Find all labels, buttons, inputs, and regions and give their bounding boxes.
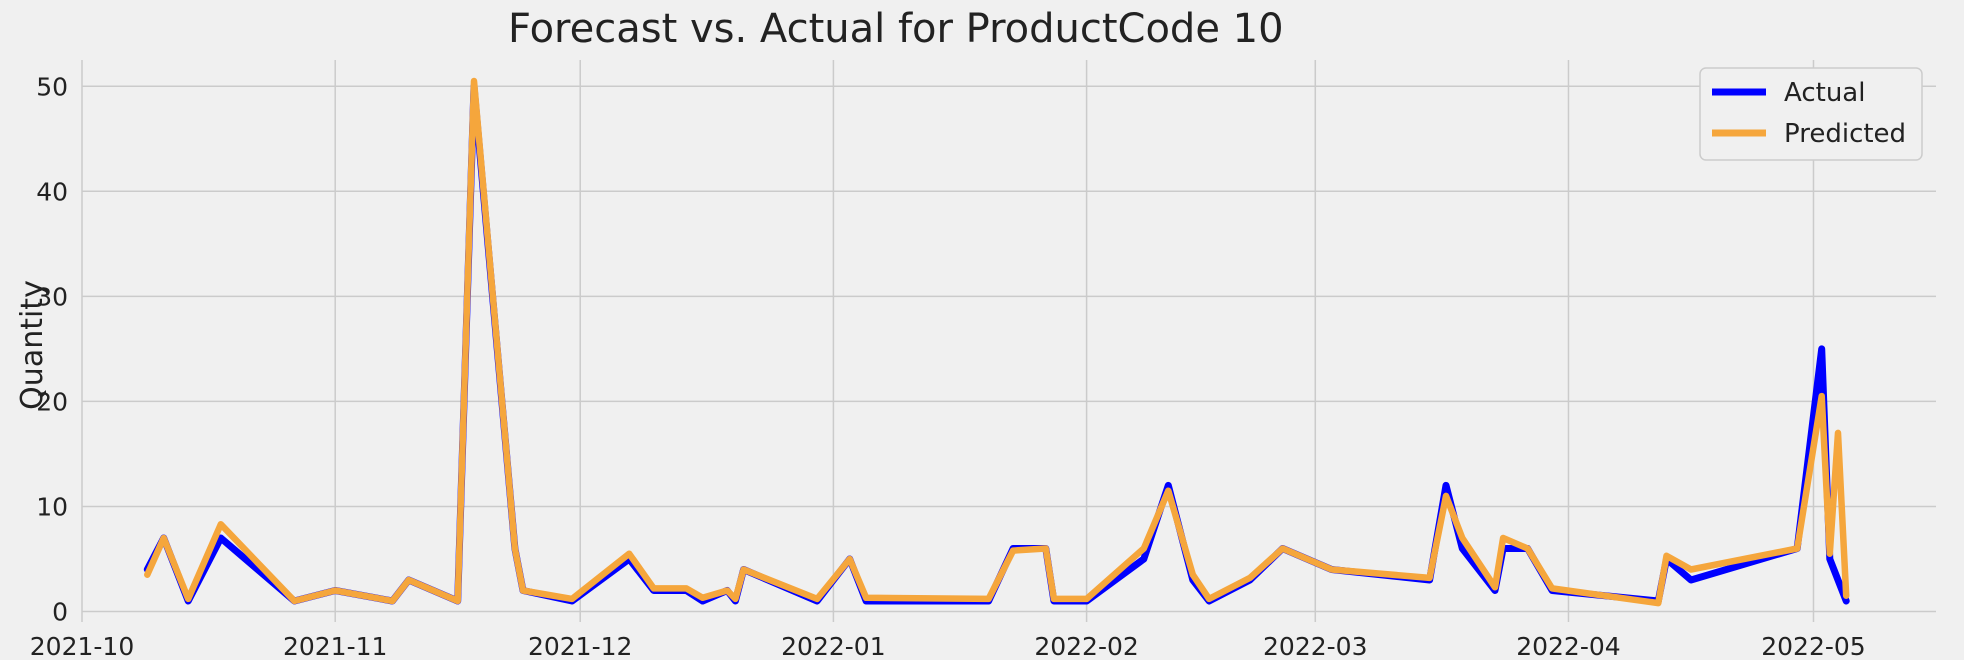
legend-label-actual: Actual xyxy=(1784,78,1865,108)
x-tick-label: 2021-11 xyxy=(283,632,387,660)
legend: Actual Predicted xyxy=(1699,67,1923,161)
x-axis-ticks: 2021-10 2021-11 2021-12 2022-01 2022-02 2022-… xyxy=(30,632,1866,660)
y-tick-label: 30 xyxy=(36,282,68,311)
x-tick-label: 2022-04 xyxy=(1516,632,1620,660)
x-tick-label: 2022-03 xyxy=(1263,632,1367,660)
series-line-predicted xyxy=(144,77,1850,607)
x-tick-label: 2022-01 xyxy=(781,632,885,660)
y-tick-label: 40 xyxy=(36,177,68,206)
grid xyxy=(81,60,1936,622)
x-tick-label: 2021-12 xyxy=(528,632,632,660)
series-lines xyxy=(143,77,1850,607)
legend-label-predicted: Predicted xyxy=(1784,119,1906,149)
y-axis-ticks: 0 10 20 30 40 50 xyxy=(36,72,68,626)
y-tick-label: 10 xyxy=(36,492,68,521)
y-axis-label: Quantity xyxy=(15,280,50,410)
x-tick-label: 2021-10 xyxy=(30,632,134,660)
y-tick-label: 0 xyxy=(52,597,68,626)
y-tick-label: 20 xyxy=(36,387,68,416)
y-tick-label: 50 xyxy=(36,72,68,101)
x-tick-label: 2022-05 xyxy=(1761,632,1865,660)
x-tick-label: 2022-02 xyxy=(1034,632,1138,660)
chart-title: Forecast vs. Actual for ProductCode 10 xyxy=(508,6,1284,52)
